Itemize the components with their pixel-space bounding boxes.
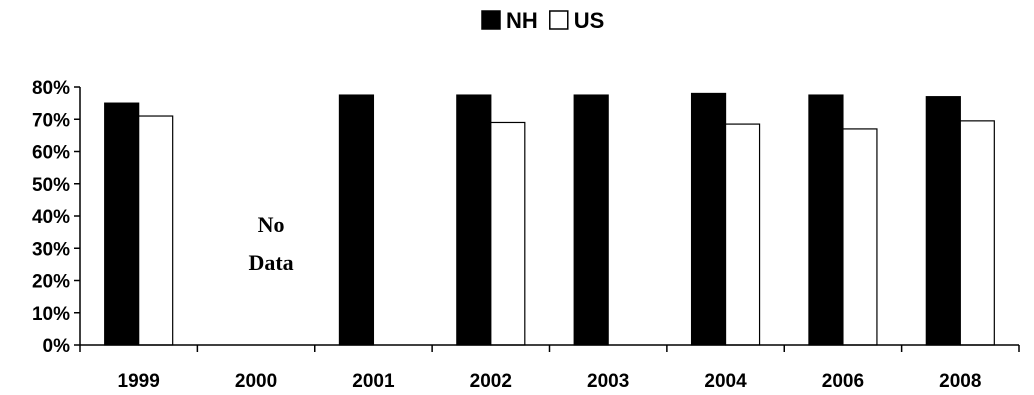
bars: [104, 92, 995, 346]
bar-us-2004: [724, 123, 761, 346]
legend-label-nh: NH: [506, 8, 538, 33]
y-tick-label: 20%: [32, 272, 70, 293]
y-tick-label: 70%: [32, 110, 70, 131]
bar-nh-1999: [104, 102, 140, 346]
y-tick-label: 50%: [32, 175, 70, 196]
y-tick-label: 30%: [32, 239, 70, 260]
x-tick-label: 2003: [587, 371, 629, 392]
no-data-label: Data: [248, 250, 293, 275]
x-tick-label: 2004: [704, 371, 747, 392]
x-tick-label: 2002: [470, 371, 512, 392]
bar-us-2002: [490, 121, 526, 346]
legend-swatch-us: [549, 10, 569, 30]
bar-us-1999: [138, 115, 174, 346]
y-axis: 0% 10% 20% 30% 40% 50% 60% 70% 80%: [32, 78, 81, 357]
bar-us-2006: [842, 128, 878, 346]
y-tick-label: 0%: [43, 336, 71, 357]
bar-nh-2003: [573, 94, 609, 346]
x-axis: 1999 2000 2001 2002 2003 2004 2006 2008: [79, 344, 1020, 392]
bar-nh-2006: [808, 94, 844, 346]
y-tick-label: 80%: [32, 78, 70, 99]
y-tick-label: 60%: [32, 143, 70, 164]
x-tick-label: 2006: [822, 371, 864, 392]
x-tick-label: 2000: [235, 371, 277, 392]
legend: NH US: [481, 8, 605, 33]
bar-nh-2001: [338, 94, 375, 346]
y-tick-label: 40%: [32, 207, 70, 228]
y-tick-label: 10%: [32, 304, 70, 325]
no-data-label: No: [258, 212, 285, 237]
x-tick-label: 1999: [118, 371, 160, 392]
x-tick-label: 2001: [352, 371, 395, 392]
bar-us-2008: [959, 120, 995, 346]
x-tick-label: 2008: [939, 371, 981, 392]
bar-nh-2002: [456, 94, 492, 346]
legend-label-us: US: [574, 8, 605, 33]
legend-swatch-nh: [481, 10, 501, 30]
bar-nh-2004: [690, 92, 727, 346]
annotations: No Data: [248, 212, 293, 275]
bar-nh-2008: [925, 96, 961, 346]
